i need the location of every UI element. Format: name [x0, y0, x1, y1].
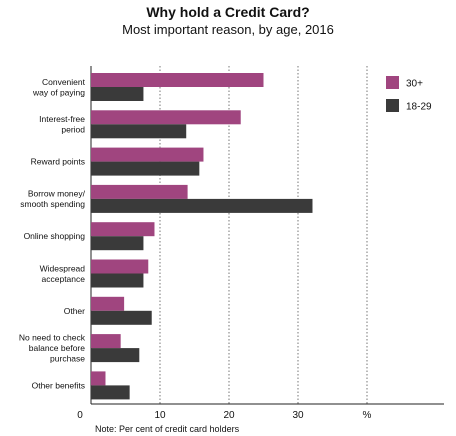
chart-note: Note: Per cent of credit card holders	[95, 424, 240, 434]
bar-1829-4	[91, 236, 144, 251]
bar-30-3	[91, 184, 188, 199]
bar-30-5	[91, 259, 149, 274]
chart-title: Why hold a Credit Card?	[146, 4, 310, 20]
x-tick-label-10: 10	[154, 410, 166, 421]
x-tick-label-20: 20	[223, 410, 235, 421]
bar-30-6	[91, 296, 125, 311]
bar-30-8	[91, 371, 106, 386]
bar-1829-5	[91, 273, 144, 288]
x-tick-label-0: 0	[77, 410, 83, 421]
bar-1829-1	[91, 124, 187, 139]
category-label-6: Other	[64, 306, 85, 316]
legend-swatch-0	[386, 76, 399, 89]
bar-1829-6	[91, 310, 152, 325]
bar-1829-0	[91, 87, 144, 101]
category-label-3: Borrow money/smooth spending	[20, 189, 85, 210]
bar-1829-2	[91, 161, 200, 176]
bar-1829-7	[91, 348, 140, 363]
legend-swatch-1	[386, 99, 399, 112]
chart-subtitle: Most important reason, by age, 2016	[122, 22, 334, 37]
bar-1829-3	[91, 198, 313, 213]
category-label-8: Other benefits	[32, 380, 85, 390]
category-label-0: Convenient way of paying	[32, 77, 86, 98]
legend-label-0: 30+	[406, 79, 423, 90]
legend-label-1: 18-29	[406, 102, 432, 113]
bar-30-2	[91, 147, 204, 162]
bar-30-4	[91, 222, 155, 237]
x-unit-label: %	[363, 410, 372, 421]
x-tick-label-30: 30	[292, 410, 304, 421]
bar-30-7	[91, 334, 121, 349]
category-label-7: No need to check balance before purchase	[19, 333, 86, 364]
category-label-2: Reward points	[31, 157, 85, 167]
bar-30-0	[91, 73, 264, 87]
bar-30-1	[91, 110, 241, 125]
bar-1829-8	[91, 385, 130, 400]
category-label-1: Interest-free period	[39, 114, 85, 135]
category-label-5: Widespread acceptance	[40, 263, 86, 284]
category-label-4: Online shopping	[24, 231, 86, 241]
